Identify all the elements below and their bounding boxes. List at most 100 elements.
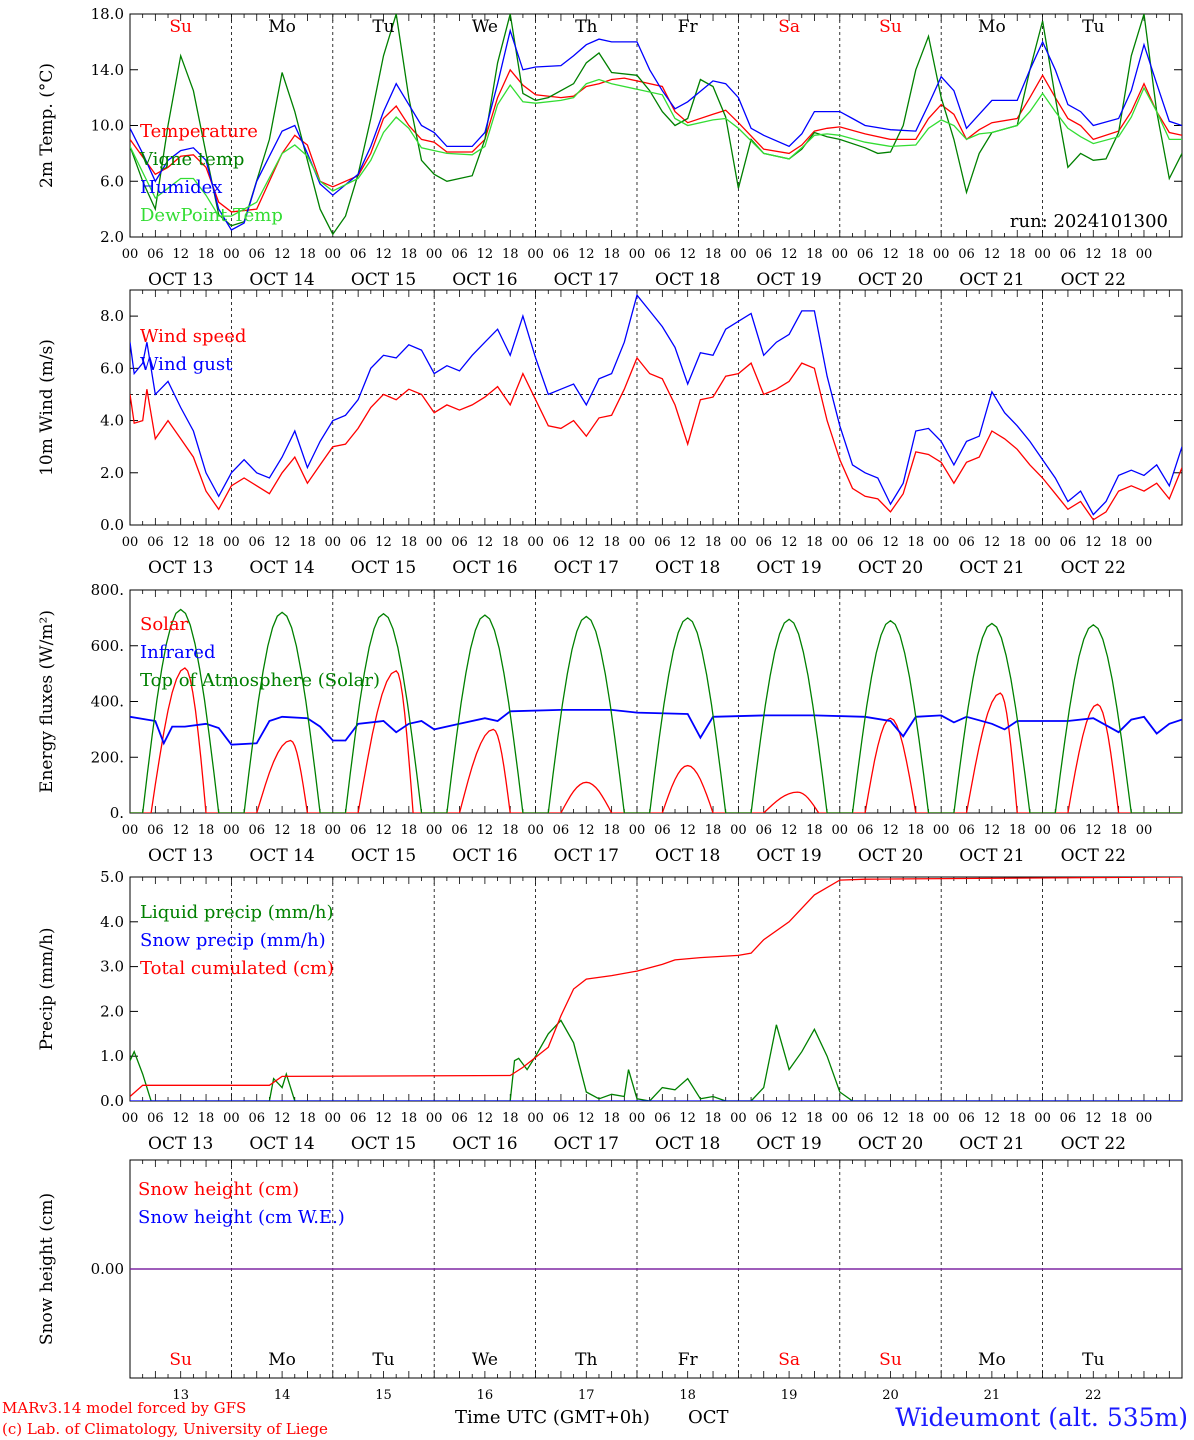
x-axis-title: Time UTC (GMT+0h) bbox=[455, 1407, 650, 1428]
hour-label: 06 bbox=[755, 247, 772, 262]
series-line-temperature bbox=[130, 68, 1182, 213]
hour-label: 06 bbox=[958, 1111, 975, 1126]
day-number: 14 bbox=[274, 1388, 291, 1403]
date-label: OCT 21 bbox=[959, 1134, 1024, 1154]
hour-label: 00 bbox=[325, 1111, 342, 1126]
hour-label: 12 bbox=[172, 823, 189, 838]
series-line-humidex bbox=[130, 28, 1182, 231]
y-tick-label: 4.0 bbox=[100, 913, 124, 931]
plot-frame bbox=[129, 289, 1183, 526]
date-label: OCT 19 bbox=[756, 270, 821, 290]
hour-label: 12 bbox=[781, 247, 798, 262]
hour-label: 00 bbox=[832, 535, 849, 550]
hour-label: 00 bbox=[527, 1111, 544, 1126]
hour-label: 06 bbox=[654, 823, 671, 838]
y-tick-label: 0.0 bbox=[100, 516, 124, 534]
hour-label: 00 bbox=[223, 1111, 240, 1126]
hour-label: 18 bbox=[502, 535, 519, 550]
hour-label: 00 bbox=[629, 247, 646, 262]
hour-label: 00 bbox=[325, 535, 342, 550]
date-label: OCT 18 bbox=[655, 1134, 720, 1154]
date-label: OCT 15 bbox=[351, 1134, 416, 1154]
meteogram-footer: MARv3.14 model forced by GFS (c) Lab. of… bbox=[2, 1399, 1188, 1438]
hour-label: 18 bbox=[198, 1111, 215, 1126]
hour-label: 00 bbox=[122, 247, 139, 262]
series-line-vigne-temp bbox=[130, 14, 1182, 236]
hour-label: 00 bbox=[730, 1111, 747, 1126]
day-name-bottom: Mo bbox=[978, 1350, 1006, 1370]
day-name-top: Mo bbox=[268, 17, 296, 37]
series-line-dewpoint-temp bbox=[130, 78, 1182, 217]
hour-label: 06 bbox=[958, 535, 975, 550]
hour-label: 00 bbox=[122, 1111, 139, 1126]
hour-label: 12 bbox=[274, 535, 291, 550]
date-label: OCT 17 bbox=[554, 270, 619, 290]
hour-label: 12 bbox=[679, 247, 696, 262]
date-label: OCT 21 bbox=[959, 270, 1024, 290]
date-label: OCT 20 bbox=[858, 1134, 923, 1154]
hour-label: 06 bbox=[755, 823, 772, 838]
date-label: OCT 14 bbox=[249, 1134, 314, 1154]
hour-label: 18 bbox=[299, 823, 316, 838]
day-number: 18 bbox=[679, 1388, 696, 1403]
hour-label: 06 bbox=[958, 247, 975, 262]
hour-label: 12 bbox=[1085, 1111, 1102, 1126]
y-tick-label: 18.0 bbox=[91, 5, 124, 23]
hour-label: 00 bbox=[629, 823, 646, 838]
hour-label: 00 bbox=[832, 247, 849, 262]
date-label: OCT 16 bbox=[452, 846, 517, 866]
hour-label: 12 bbox=[882, 1111, 899, 1126]
legend-entry: Wind gust bbox=[140, 354, 233, 375]
date-label: OCT 13 bbox=[148, 1134, 213, 1154]
hour-label: 06 bbox=[147, 247, 164, 262]
date-label: OCT 16 bbox=[452, 558, 517, 578]
hour-label: 06 bbox=[654, 1111, 671, 1126]
panel-4: 0.0 1.0 2.0 3.0 4.0 5.0 Precip (mm/h) 00 06 12 18 O… bbox=[37, 868, 1183, 1154]
hour-label: 00 bbox=[223, 535, 240, 550]
y-tick-label: 4.0 bbox=[100, 412, 124, 430]
hour-label: 06 bbox=[755, 1111, 772, 1126]
hour-label: 18 bbox=[908, 247, 925, 262]
legend-entry: DewPoint Temp bbox=[140, 205, 283, 226]
hour-label: 12 bbox=[477, 535, 494, 550]
hour-label: 00 bbox=[527, 823, 544, 838]
date-label: OCT 19 bbox=[756, 846, 821, 866]
hour-label: 12 bbox=[984, 247, 1001, 262]
hour-label: 00 bbox=[1034, 823, 1051, 838]
hour-label: 12 bbox=[984, 535, 1001, 550]
hour-label: 12 bbox=[781, 1111, 798, 1126]
day-name-top: Mo bbox=[978, 17, 1006, 37]
day-name-top: Su bbox=[879, 17, 902, 37]
hour-label: 06 bbox=[350, 823, 367, 838]
legend-entry: Snow height (cm W.E.) bbox=[138, 1207, 345, 1228]
legend-entry: Humidex bbox=[140, 177, 222, 198]
hour-label: 12 bbox=[1085, 823, 1102, 838]
panel-1: 2.0 6.0 10.0 14.0 18.0 2m Temp. (°C) 00 06 12 18 O… bbox=[37, 5, 1183, 290]
day-number: 19 bbox=[781, 1388, 798, 1403]
date-label: OCT 18 bbox=[655, 846, 720, 866]
date-label: OCT 13 bbox=[148, 270, 213, 290]
day-name-bottom: Tu bbox=[1082, 1350, 1104, 1370]
day-name-bottom: Tu bbox=[372, 1350, 394, 1370]
y-axis-title: Snow height (cm) bbox=[37, 1193, 57, 1345]
hour-label: 00 bbox=[832, 1111, 849, 1126]
hour-label: 12 bbox=[578, 247, 595, 262]
date-label: OCT 14 bbox=[249, 558, 314, 578]
hour-label: 12 bbox=[984, 823, 1001, 838]
hour-label: 18 bbox=[502, 247, 519, 262]
legend-entry: Temperature bbox=[140, 121, 258, 142]
hour-label: 06 bbox=[451, 535, 468, 550]
series-line-wind-speed bbox=[130, 356, 1182, 521]
legend-entry: Liquid precip (mm/h) bbox=[140, 902, 334, 923]
hour-label: 06 bbox=[958, 823, 975, 838]
day-number: 17 bbox=[578, 1388, 595, 1403]
hour-label: 00 bbox=[223, 247, 240, 262]
hour-label: 12 bbox=[679, 1111, 696, 1126]
y-tick-label: 6.0 bbox=[100, 172, 124, 190]
hour-label: 00 bbox=[426, 535, 443, 550]
hour-label: 06 bbox=[350, 247, 367, 262]
hour-label: 12 bbox=[781, 535, 798, 550]
y-tick-label: 10.0 bbox=[91, 117, 124, 135]
hour-label: 18 bbox=[198, 823, 215, 838]
